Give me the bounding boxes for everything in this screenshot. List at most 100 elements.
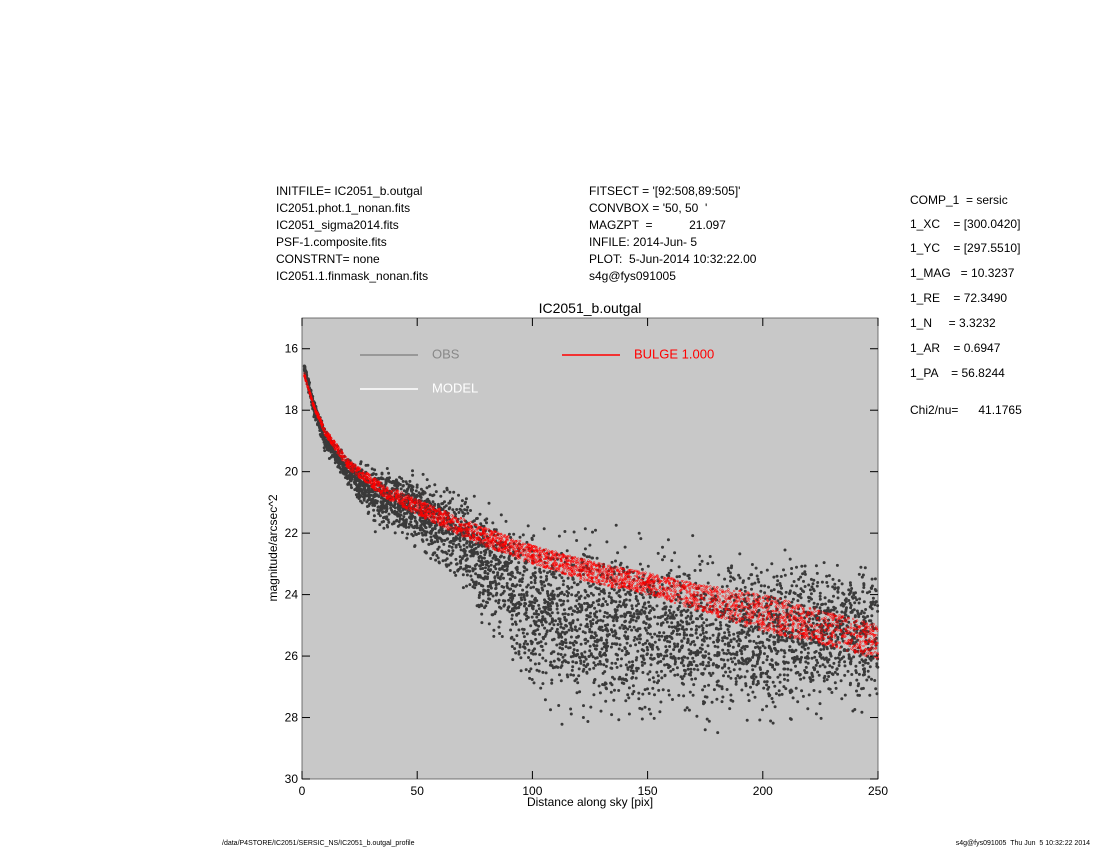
obs-point [871,656,875,660]
obs-point [627,584,631,588]
obs-point [441,524,445,528]
obs-point [570,585,574,589]
obs-point [373,476,377,480]
obs-point [605,628,609,632]
obs-point [566,613,570,616]
obs-point [694,653,698,657]
obs-point [778,680,782,684]
model-point [667,597,671,600]
obs-point [604,686,608,690]
obs-point [814,605,818,609]
obs-point [509,636,513,640]
obs-point [340,456,344,460]
obs-point [745,632,749,636]
obs-point [525,568,529,572]
obs-point [518,578,522,582]
model-point [429,506,432,509]
model-point [655,575,658,578]
obs-point [587,555,591,559]
obs-point [631,663,635,667]
obs-point [380,520,384,524]
obs-point [370,467,374,471]
obs-point [743,647,747,651]
obs-point [371,482,375,486]
obs-point [850,587,854,590]
obs-point [521,588,525,592]
obs-point [349,483,353,487]
obs-point [492,570,496,574]
obs-point [530,651,533,655]
obs-point [627,610,631,614]
obs-point [827,658,831,662]
obs-point [408,479,412,483]
obs-point [365,476,369,480]
obs-point [448,490,452,494]
obs-point [400,502,403,506]
obs-point [644,641,647,645]
obs-point [312,410,316,414]
obs-point [647,707,651,711]
obs-point [595,556,599,560]
obs-point [322,437,326,441]
obs-point [464,530,468,534]
obs-point [309,394,313,398]
obs-point [550,564,554,568]
obs-point [822,645,826,648]
obs-point [486,547,490,551]
obs-point [559,634,563,638]
obs-point [570,593,574,597]
obs-point [445,564,449,568]
obs-point [572,581,576,585]
obs-point [826,624,830,627]
obs-point [602,562,606,566]
obs-point [702,700,705,704]
obs-point [646,589,650,593]
obs-point [525,585,529,589]
obs-point [456,517,460,521]
obs-point [477,541,480,545]
obs-point [630,676,634,680]
obs-point [383,492,387,495]
obs-point [732,632,736,636]
obs-point [645,615,649,619]
obs-point [631,663,635,667]
obs-point [805,624,809,628]
obs-point [473,552,476,556]
obs-point [309,396,313,400]
obs-point [753,646,757,649]
model-point [419,507,423,511]
obs-point [815,614,819,617]
obs-point [604,643,608,647]
obs-point [381,510,385,514]
obs-point [340,461,344,465]
obs-point [366,479,370,483]
obs-point [861,621,865,625]
obs-point [486,601,489,605]
model-point [683,587,686,591]
model-point [527,553,530,556]
obs-point [359,483,363,487]
obs-point [317,420,321,424]
obs-point [843,598,847,602]
obs-point [593,612,596,616]
obs-point [715,665,719,669]
obs-point [800,564,804,568]
obs-point [740,628,744,632]
header-line: MAGZPT = 21.097 [589,218,726,232]
obs-point [544,659,548,663]
obs-point [436,540,440,544]
obs-point [493,575,497,579]
obs-point [699,593,703,597]
obs-point [350,477,354,480]
model-point [408,501,412,505]
obs-point [493,579,497,583]
obs-point [623,615,627,619]
obs-point [479,551,483,554]
obs-point [602,683,606,687]
obs-point [503,544,507,548]
obs-point [562,659,566,663]
model-point [585,562,588,566]
obs-point [314,411,318,415]
model-point [346,462,349,465]
obs-point [575,629,579,633]
